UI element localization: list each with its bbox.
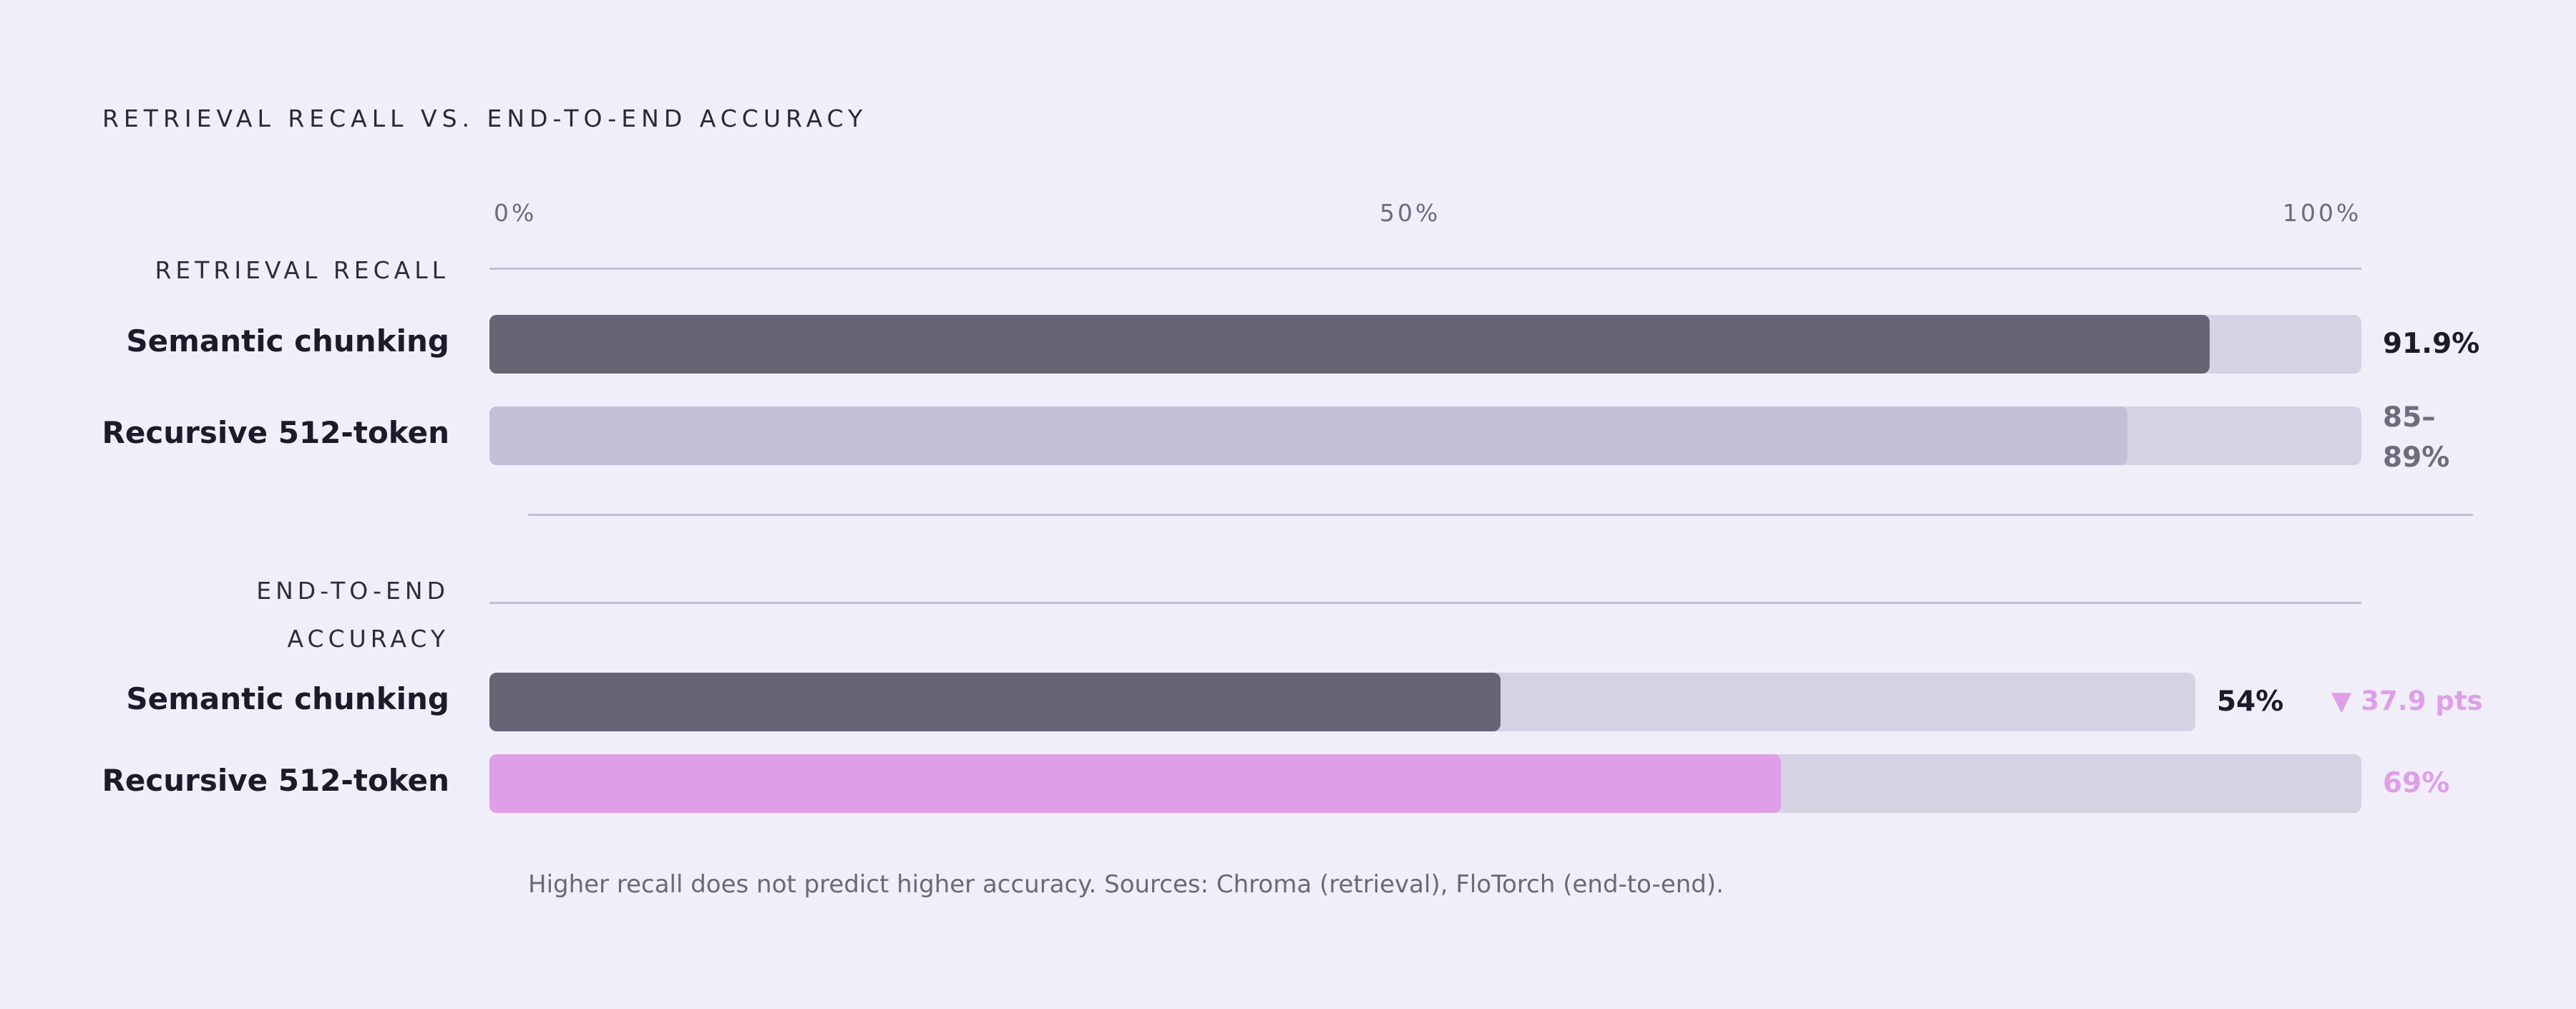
- group-rule: [489, 602, 2361, 604]
- bar-recursive-accuracy: [489, 754, 1782, 813]
- row-label-semantic-accuracy: Semantic chunking: [126, 681, 449, 716]
- x-tick-label: 100%: [2283, 199, 2362, 227]
- group-rule: [489, 268, 2361, 270]
- group-label-line: ACCURACY: [287, 625, 449, 653]
- x-tick-label: 50%: [1380, 199, 1441, 227]
- value-label-semantic-recall: 91.9%: [2383, 328, 2480, 360]
- group-label-recall: RETRIEVAL RECALL: [155, 256, 449, 284]
- row-label-recursive-accuracy: Recursive 512-token: [102, 763, 449, 798]
- section-divider: [528, 514, 2473, 516]
- row-label-semantic-recall: Semantic chunking: [126, 323, 449, 359]
- value-label-line: 85–: [2383, 401, 2436, 434]
- bar-track-recursive-recall: [489, 406, 2361, 465]
- value-label-line: 89%: [2383, 442, 2450, 474]
- x-tick-label: 0%: [494, 199, 537, 227]
- bar-semantic-accuracy: [489, 673, 1501, 731]
- chart-title: RETRIEVAL RECALL VS. END-TO-END ACCURACY: [102, 104, 868, 132]
- row-label-recursive-recall: Recursive 512-token: [102, 415, 449, 450]
- bar-recursive-recall: [489, 406, 2127, 465]
- delta-annotation: ▼ 37.9 pts: [2331, 686, 2483, 716]
- value-label-semantic-accuracy: 54%: [2217, 686, 2284, 718]
- bar-semantic-recall: [489, 315, 2210, 374]
- value-label-recursive-accuracy: 69%: [2383, 767, 2450, 799]
- value-label-recursive-recall: 85– 89%: [2383, 398, 2449, 478]
- footnote: Higher recall does not predict higher ac…: [528, 870, 1724, 899]
- bar-track-semantic-accuracy: [489, 673, 2195, 731]
- group-label-line: END-TO-END: [256, 577, 449, 605]
- group-label-accuracy: END-TO-END ACCURACY: [49, 567, 449, 663]
- bar-track-semantic-recall: [489, 315, 2361, 374]
- bar-track-recursive-accuracy: [489, 754, 2361, 813]
